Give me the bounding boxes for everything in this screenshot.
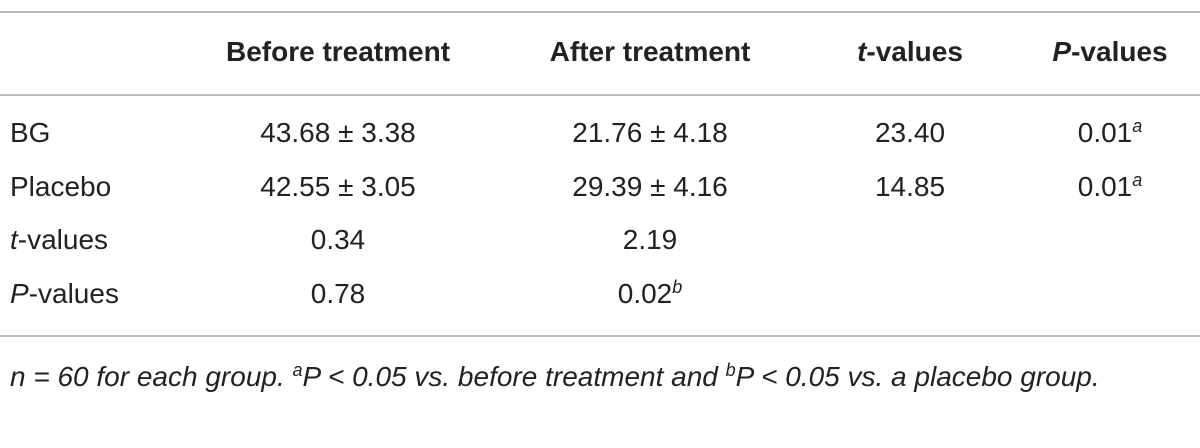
superscript: b: [725, 360, 736, 380]
text: BG: [10, 117, 51, 148]
text: 0.01: [1077, 171, 1133, 202]
table-cell: 42.55 ± 3.05: [260, 171, 416, 203]
top-rule: [0, 11, 1200, 13]
column-header: t-values: [857, 36, 963, 68]
text: -values: [28, 278, 119, 309]
italic-text: P: [10, 278, 29, 309]
superscript: a: [1132, 116, 1143, 136]
table-cell: 0.02b: [618, 278, 683, 310]
column-header: After treatment: [550, 36, 751, 68]
table-cell: 0.34: [311, 224, 366, 256]
column-header: P-values: [1052, 36, 1167, 68]
superscript: a: [292, 360, 303, 380]
row-label: P-values: [10, 278, 119, 310]
text: P < 0.05 vs. before treatment and: [302, 361, 726, 392]
row-label: Placebo: [10, 171, 111, 203]
row-label: t-values: [10, 224, 108, 256]
text: P < 0.05 vs. a placebo group.: [735, 361, 1100, 392]
table-cell: 2.19: [623, 224, 678, 256]
table-cell: 43.68 ± 3.38: [260, 117, 416, 149]
text: 29.39 ± 4.16: [572, 171, 728, 202]
text: 14.85: [874, 171, 946, 202]
text: 42.55 ± 3.05: [260, 171, 416, 202]
header-rule: [0, 94, 1200, 96]
italic-text: t: [10, 224, 18, 255]
bottom-rule: [0, 335, 1200, 337]
text: 23.40: [874, 117, 946, 148]
text: -values: [17, 224, 109, 255]
column-header: Before treatment: [226, 36, 450, 68]
text: -values: [866, 36, 963, 67]
text: 0.01: [1077, 117, 1133, 148]
text: 21.76 ± 4.18: [572, 117, 728, 148]
text: n = 60 for each group.: [10, 361, 293, 392]
table-cell: 21.76 ± 4.18: [572, 117, 728, 149]
table-cell: 29.39 ± 4.16: [572, 171, 728, 203]
superscript: b: [672, 277, 683, 297]
text: 0.78: [310, 278, 366, 309]
text: 0.02: [617, 278, 673, 309]
table-cell: 23.40: [875, 117, 945, 149]
table-cell: 0.01a: [1078, 171, 1143, 203]
text: Before treatment: [225, 36, 451, 67]
text: 43.68 ± 3.38: [260, 117, 416, 148]
row-label: BG: [10, 117, 50, 149]
italic-text: t: [857, 36, 867, 67]
text: Placebo: [10, 171, 112, 202]
text: After treatment: [549, 36, 751, 67]
table-cell: 14.85: [875, 171, 945, 203]
footnote: n = 60 for each group. aP < 0.05 vs. bef…: [10, 356, 1190, 397]
text: 0.34: [310, 224, 366, 255]
italic-text: P: [1052, 36, 1072, 67]
table-cell: 0.78: [311, 278, 366, 310]
text: -values: [1071, 36, 1168, 67]
text: 2.19: [622, 224, 678, 255]
superscript: a: [1132, 170, 1143, 190]
table-cell: 0.01a: [1078, 117, 1143, 149]
